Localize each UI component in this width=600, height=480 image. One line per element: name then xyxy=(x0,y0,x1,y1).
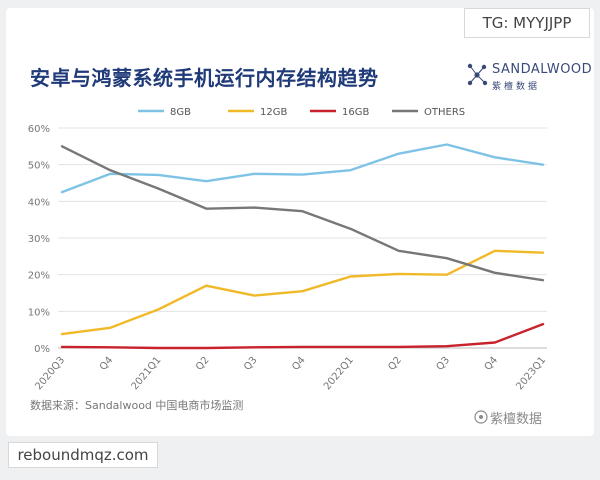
x-tick-label: Q4 xyxy=(98,355,116,373)
series-line-16gb xyxy=(60,322,545,350)
sandalwood-logo-icon xyxy=(467,63,488,86)
series-line-8gb xyxy=(60,143,545,194)
watermark-top-label: TG: MYYJJPP xyxy=(464,8,590,38)
y-tick-label: 20% xyxy=(28,271,50,282)
chart-title: 安卓与鸿蒙系统手机运行内存结构趋势 xyxy=(30,66,379,90)
y-tick-label: 0% xyxy=(34,344,50,355)
logo-subtitle: 紫檀数据 xyxy=(492,82,541,92)
watermark-bottom-label: reboundmqz.com xyxy=(8,442,158,468)
y-tick-label: 10% xyxy=(28,307,50,318)
legend-label-12gb: 12GB xyxy=(260,107,287,118)
series-line-others xyxy=(60,145,545,282)
y-tick-label: 30% xyxy=(28,234,50,245)
x-tick-label: 2023Q1 xyxy=(514,355,548,392)
legend-label-16gb: 16GB xyxy=(342,107,369,118)
brand-logo: SANDALWOOD 紫檀数据 xyxy=(466,60,592,94)
x-tick-label: 2020Q3 xyxy=(33,355,67,392)
x-tick-label: Q2 xyxy=(386,355,404,373)
series-line-12gb xyxy=(60,249,545,336)
y-tick-label: 40% xyxy=(28,197,50,208)
x-tick-label: Q4 xyxy=(483,355,501,373)
x-tick-label: Q3 xyxy=(242,355,260,373)
x-tick-label: Q2 xyxy=(194,355,212,373)
y-tick-label: 50% xyxy=(28,161,50,172)
brand-watermark-icon xyxy=(474,410,488,424)
legend-label-8gb: 8GB xyxy=(170,107,191,118)
legend-label-others: OTHERS xyxy=(424,107,465,118)
x-tick-label: 2022Q1 xyxy=(322,355,356,392)
x-tick-label: 2021Q1 xyxy=(130,355,164,392)
data-source-note: 数据来源：Sandalwood 中国电商市场监测 xyxy=(30,399,244,412)
chart-card xyxy=(6,8,594,436)
y-tick-label: 60% xyxy=(28,124,50,135)
logo-name: SANDALWOOD xyxy=(492,62,593,77)
brand-watermark: 紫檀数据 xyxy=(490,412,543,427)
x-tick-label: Q3 xyxy=(435,355,453,373)
x-tick-label: Q4 xyxy=(290,355,308,373)
